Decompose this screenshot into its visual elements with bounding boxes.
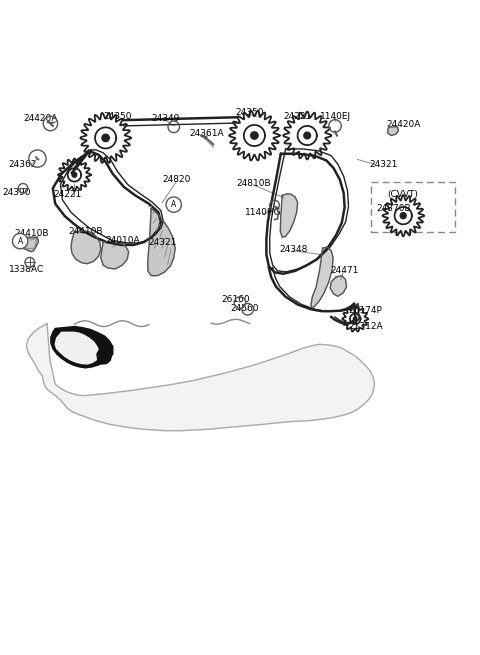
Text: 24390: 24390: [2, 187, 31, 196]
Text: 1140EJ: 1140EJ: [321, 112, 351, 121]
Text: 24560: 24560: [230, 304, 259, 313]
Text: 24820: 24820: [162, 175, 191, 184]
Polygon shape: [71, 231, 101, 264]
Polygon shape: [55, 332, 99, 364]
Polygon shape: [388, 127, 398, 136]
Circle shape: [72, 172, 77, 178]
Text: A: A: [171, 200, 176, 209]
Polygon shape: [51, 327, 113, 368]
Text: 24410B: 24410B: [14, 229, 48, 238]
Text: 24471: 24471: [330, 267, 359, 275]
Circle shape: [251, 132, 258, 140]
Text: 24420A: 24420A: [386, 120, 420, 129]
Bar: [371, 182, 455, 233]
Text: 24221: 24221: [53, 189, 81, 198]
Circle shape: [166, 197, 181, 212]
Text: 24350: 24350: [235, 108, 264, 117]
Text: 24348: 24348: [279, 245, 308, 254]
Circle shape: [353, 317, 357, 321]
Text: 24370B: 24370B: [376, 204, 411, 213]
Polygon shape: [97, 346, 111, 364]
Text: 24321: 24321: [370, 160, 398, 169]
Text: 1338AC: 1338AC: [9, 265, 44, 274]
Text: 1140HG: 1140HG: [245, 208, 281, 217]
Text: 24350: 24350: [103, 112, 132, 121]
Text: 24349: 24349: [151, 114, 180, 123]
Text: 21312A: 21312A: [348, 322, 383, 331]
Circle shape: [102, 134, 109, 141]
Text: 24361A: 24361A: [189, 128, 224, 138]
Circle shape: [304, 132, 311, 139]
Polygon shape: [280, 194, 298, 237]
Text: 24010A: 24010A: [105, 236, 140, 244]
Text: A: A: [18, 236, 23, 246]
Circle shape: [400, 213, 406, 219]
Text: 24221: 24221: [284, 112, 312, 121]
Polygon shape: [311, 247, 333, 309]
Polygon shape: [101, 241, 129, 269]
Text: 26160: 26160: [222, 295, 251, 304]
Text: 24810B: 24810B: [236, 179, 271, 188]
Circle shape: [12, 233, 28, 249]
Polygon shape: [330, 276, 347, 296]
Text: 24362: 24362: [9, 160, 37, 169]
Polygon shape: [23, 237, 38, 252]
Text: (CVVT): (CVVT): [387, 189, 418, 198]
Text: 24321: 24321: [148, 238, 177, 246]
Polygon shape: [148, 208, 175, 276]
Text: 24420A: 24420A: [24, 114, 58, 123]
Text: 26174P: 26174P: [349, 306, 383, 315]
Circle shape: [25, 257, 35, 267]
Text: 24410B: 24410B: [68, 227, 103, 236]
Polygon shape: [26, 324, 374, 431]
